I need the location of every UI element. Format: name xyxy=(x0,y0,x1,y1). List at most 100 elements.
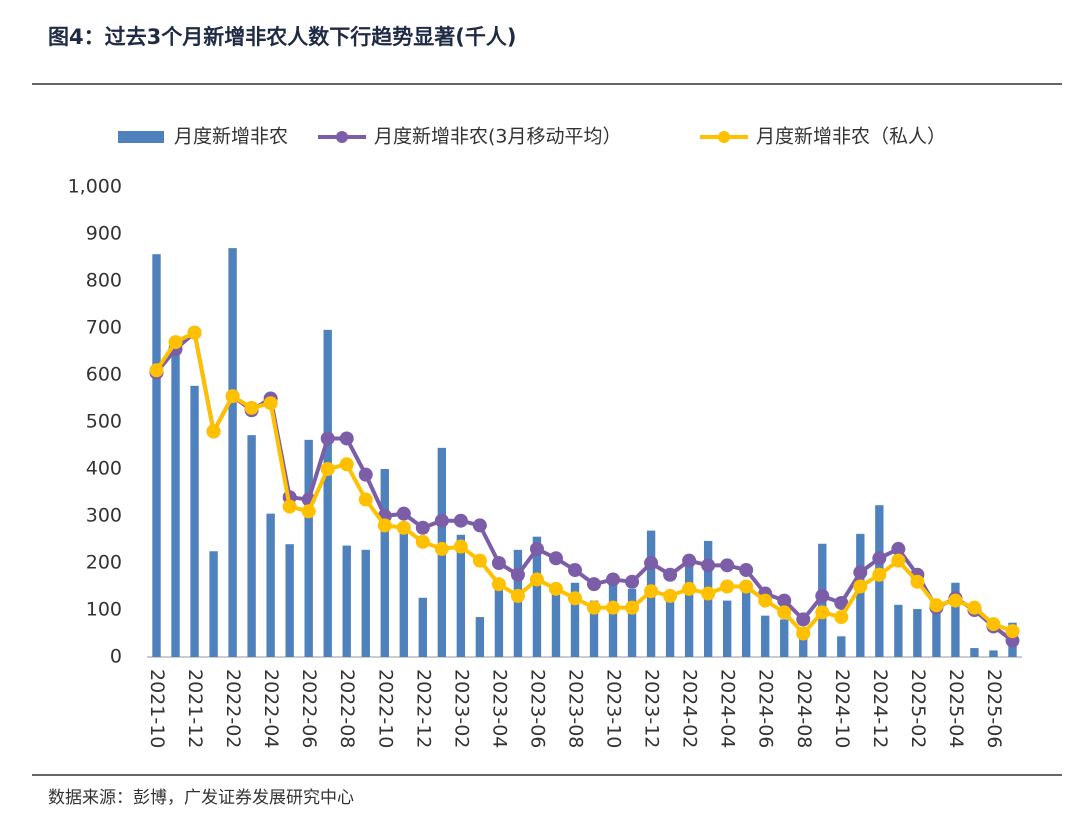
y-tick-label: 100 xyxy=(86,599,122,621)
line-marker xyxy=(510,567,525,582)
y-tick-label: 300 xyxy=(86,505,122,527)
bar xyxy=(380,469,389,657)
line-marker xyxy=(396,520,411,535)
bar xyxy=(837,636,846,657)
bar xyxy=(780,619,789,657)
bar xyxy=(551,586,561,657)
line-marker xyxy=(415,520,430,535)
x-tick-label: 2023-08 xyxy=(564,669,586,748)
line-marker xyxy=(948,593,963,608)
line-marker xyxy=(339,431,354,446)
x-tick-label: 2022-12 xyxy=(412,669,434,748)
legend-label: 月度新增非农（私人） xyxy=(756,126,946,148)
x-tick-label: 2023-10 xyxy=(603,669,625,748)
line-marker xyxy=(815,588,830,603)
x-tick-label: 2022-08 xyxy=(336,669,358,748)
bar xyxy=(684,563,694,657)
line-marker xyxy=(587,600,602,615)
line-marker xyxy=(606,572,621,587)
bar xyxy=(361,549,370,657)
line-marker xyxy=(168,335,183,350)
line-marker xyxy=(567,563,582,578)
line-marker xyxy=(967,600,982,615)
line-marker xyxy=(206,424,221,439)
x-tick-label: 2022-02 xyxy=(222,669,244,748)
line-marker xyxy=(796,626,811,641)
line-marker xyxy=(606,600,621,615)
line-marker xyxy=(853,565,868,580)
x-tick-label: 2021-10 xyxy=(146,669,168,748)
x-tick-label: 2024-08 xyxy=(793,669,815,748)
line-marker xyxy=(282,499,297,514)
line-marker xyxy=(244,400,259,415)
legend-swatch xyxy=(718,131,730,143)
x-tick-label: 2022-04 xyxy=(260,669,282,748)
line-marker xyxy=(320,431,335,446)
bar xyxy=(190,385,199,657)
bar xyxy=(627,588,637,657)
line-marker xyxy=(320,462,335,476)
line-marker xyxy=(758,593,773,608)
line-marker xyxy=(396,506,411,521)
bar xyxy=(418,597,427,657)
line-marker xyxy=(301,504,316,519)
y-tick-label: 600 xyxy=(86,364,122,386)
x-tick-label: 2024-06 xyxy=(755,669,777,748)
x-tick-label: 2024-02 xyxy=(679,669,701,748)
bar xyxy=(247,435,256,657)
bar xyxy=(228,248,237,657)
bar xyxy=(513,549,523,657)
line-marker xyxy=(853,579,868,594)
line-marker xyxy=(625,574,640,589)
line-marker xyxy=(986,617,1001,632)
bar xyxy=(304,439,313,657)
line-marker xyxy=(834,595,849,610)
bar xyxy=(761,615,770,657)
line-marker xyxy=(891,553,906,568)
bar xyxy=(570,582,580,657)
line-marker xyxy=(491,577,506,592)
bar xyxy=(475,617,485,657)
bar xyxy=(399,525,408,657)
line-marker xyxy=(682,581,697,596)
line-marker xyxy=(644,556,659,570)
line-marker xyxy=(529,541,544,556)
x-tick-label: 2021-12 xyxy=(184,669,206,748)
y-tick-label: 800 xyxy=(86,270,122,292)
bar xyxy=(456,534,466,657)
bar xyxy=(722,600,732,657)
bar xyxy=(913,609,922,657)
line-marker xyxy=(358,467,373,482)
line-marker xyxy=(149,363,164,378)
bar xyxy=(342,545,351,657)
line-marker xyxy=(644,584,659,599)
y-tick-label: 500 xyxy=(86,411,122,433)
bar xyxy=(152,254,161,657)
line-marker xyxy=(739,579,754,594)
line-marker xyxy=(796,612,811,627)
x-tick-label: 2023-02 xyxy=(450,669,472,748)
line-marker xyxy=(339,457,354,472)
line xyxy=(154,330,1014,643)
line-marker xyxy=(777,605,792,620)
line-marker xyxy=(663,567,678,582)
x-tick-label: 2025-04 xyxy=(945,669,967,748)
line-marker xyxy=(548,581,563,596)
bar xyxy=(665,591,675,657)
y-tick-label: 700 xyxy=(86,317,122,339)
legend-label: 月度新增非农(3月移动平均） xyxy=(374,126,622,148)
bar xyxy=(932,600,941,657)
x-tick-label: 2025-06 xyxy=(983,669,1005,748)
line xyxy=(154,330,1014,636)
bar xyxy=(608,579,618,657)
x-tick-label: 2023-06 xyxy=(526,669,548,748)
source: 数据来源：彭博，广发证券发展研究中心 xyxy=(48,788,354,808)
y-tick-label: 200 xyxy=(86,552,122,574)
y-tick-label: 1,000 xyxy=(68,176,122,198)
line-marker xyxy=(910,574,925,589)
line-marker xyxy=(434,541,449,556)
line-marker xyxy=(701,586,716,601)
line-marker xyxy=(510,588,525,603)
line-marker xyxy=(472,553,487,568)
line-marker xyxy=(872,567,887,582)
